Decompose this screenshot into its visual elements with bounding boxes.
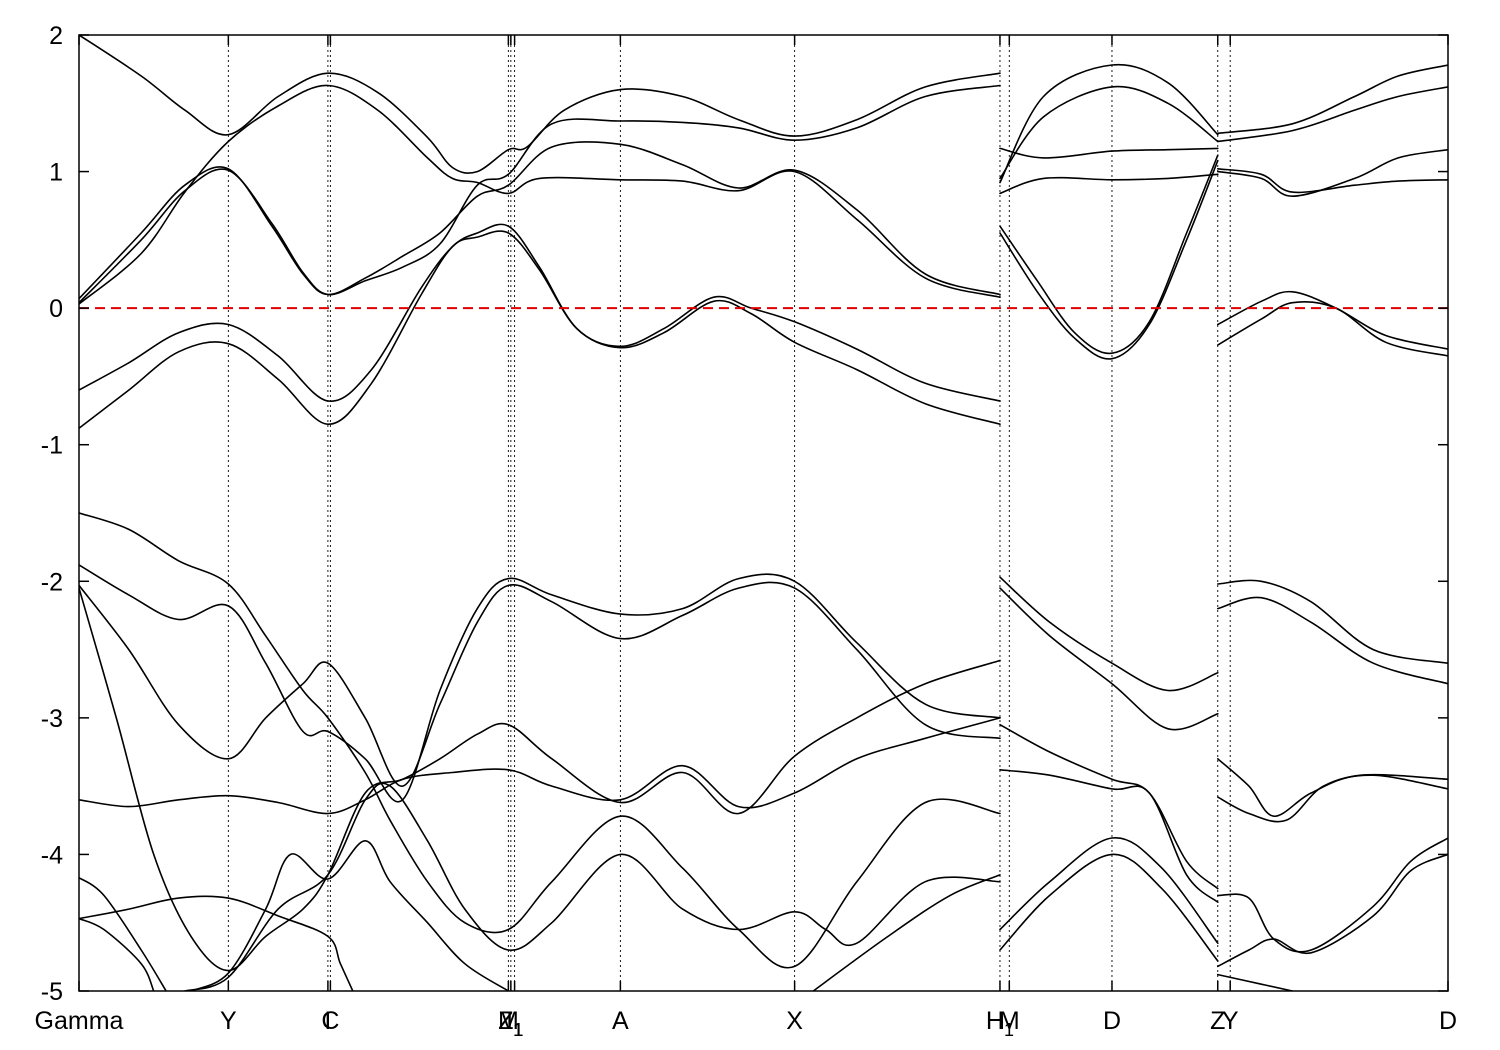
band-curve: [79, 917, 155, 991]
band-curve: [79, 895, 354, 991]
band-curve: [184, 782, 1001, 991]
y-tick-label: 1: [49, 159, 63, 187]
x-tick-label: D: [1103, 1007, 1121, 1035]
band-curve: [79, 876, 167, 991]
x-tick-label: D: [1439, 1007, 1457, 1035]
band-curve: [1217, 64, 1448, 135]
plot-frame: [78, 34, 1449, 992]
band-curve: [999, 85, 1219, 180]
band-curve: [79, 512, 1001, 969]
x-tick-label-subscript: 1: [513, 1020, 523, 1040]
band-curve: [812, 874, 1001, 991]
band-curve: [1217, 837, 1448, 953]
band-curve: [999, 769, 1219, 903]
x-tick-label: M: [999, 1007, 1020, 1035]
x-tick-label: I: [324, 1007, 331, 1035]
x-tick-label: Y: [220, 1007, 237, 1035]
band-curve: [999, 853, 1219, 962]
y-axis-ticks: 2 1 0 -1 -2 -3 -4 -5: [41, 22, 1448, 1006]
band-curve: [1217, 168, 1448, 194]
band-curve: [999, 173, 1219, 195]
y-tick-label: -1: [41, 432, 63, 460]
band-curve: [1217, 301, 1448, 357]
band-curve: [79, 581, 1001, 787]
band-curve: [79, 587, 1001, 972]
band-curve: [1217, 596, 1448, 685]
y-tick-label: 0: [49, 295, 63, 323]
high-symmetry-lines: [227, 35, 1231, 991]
band-curve: [999, 154, 1219, 355]
band-curve: [1217, 579, 1448, 664]
x-tick-label: A: [612, 1007, 629, 1035]
x-tick-label: Z: [1210, 1007, 1225, 1035]
band-curve: [1217, 86, 1448, 143]
x-tick-label: X: [786, 1007, 803, 1035]
band-curve: [1217, 853, 1448, 968]
band-curve: [79, 84, 1001, 304]
band-curve: [79, 35, 1001, 174]
band-curve: [999, 576, 1219, 692]
y-tick-label: -2: [41, 568, 63, 596]
band-curve: [79, 223, 1001, 402]
band-curve: [1217, 290, 1448, 350]
band-curve: [79, 84, 1001, 305]
band-curve: [79, 230, 1001, 430]
band-curve: [79, 717, 1001, 815]
band-curve: [79, 141, 1001, 300]
y-tick-label: -4: [41, 841, 63, 869]
band-curve: [190, 839, 510, 991]
x-tick-label-subscript: 1: [513, 1020, 523, 1040]
band-curve: [999, 63, 1219, 184]
x-tick-label: M: [498, 1007, 519, 1035]
x-tick-label: Gamma: [35, 1007, 124, 1035]
band-curve: [999, 587, 1219, 731]
band-curve: [999, 837, 1219, 944]
x-tick-label: C: [321, 1007, 339, 1035]
y-tick-label: 2: [49, 22, 63, 50]
band-curves: [79, 35, 1448, 991]
band-curve: [999, 723, 1219, 890]
band-curve: [999, 147, 1219, 159]
band-curve: [1217, 758, 1448, 817]
band-curve: [999, 159, 1219, 360]
y-tick-label: -5: [41, 978, 63, 1006]
x-tick-label-subscript: 1: [1004, 1020, 1014, 1040]
band-curve: [79, 564, 1001, 803]
x-tick-label: Y: [1222, 1007, 1239, 1035]
band-curve: [1217, 774, 1448, 823]
y-tick-label: -3: [41, 705, 63, 733]
band-curve: [1217, 973, 1294, 991]
